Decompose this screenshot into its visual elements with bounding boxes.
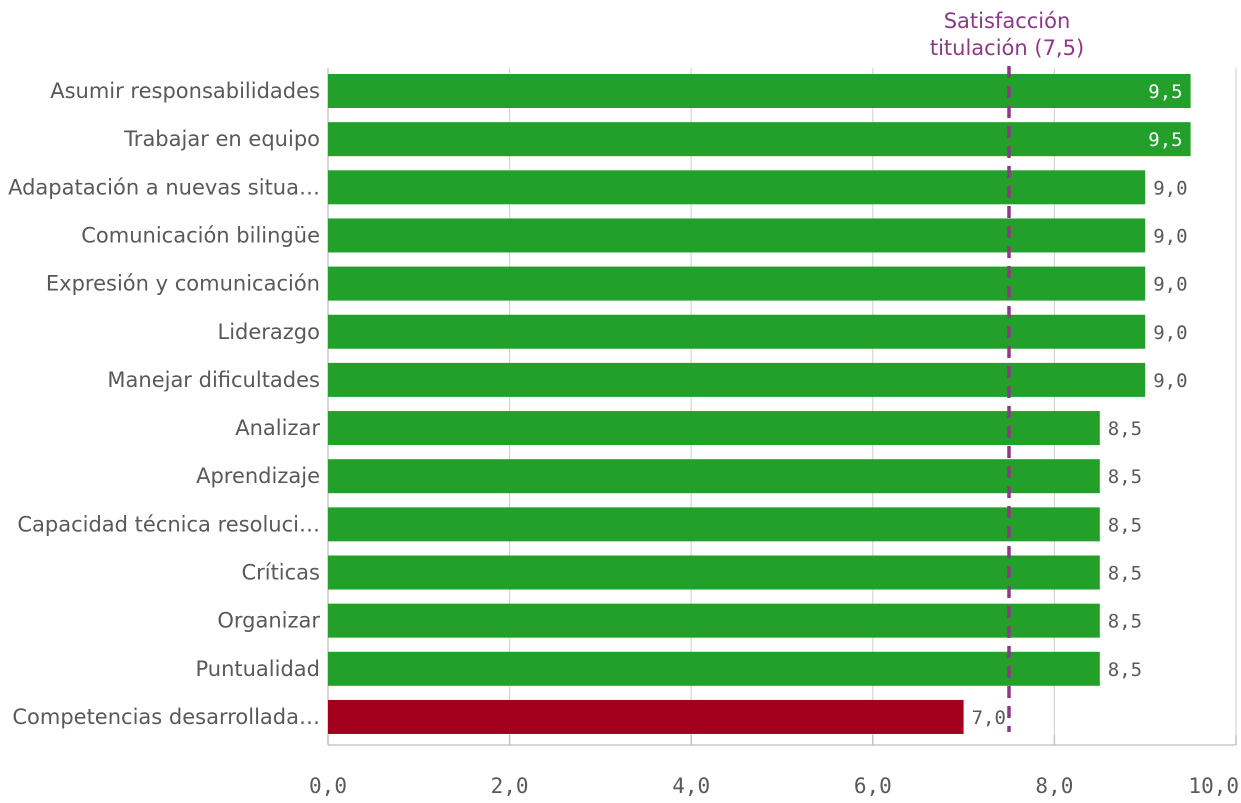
value-label: 9,0 — [1153, 274, 1187, 296]
bar — [328, 170, 1146, 205]
category-label: Asumir responsabilidades — [50, 79, 320, 103]
bar — [328, 411, 1100, 446]
category-label: Analizar — [235, 416, 320, 440]
value-label: 9,0 — [1153, 370, 1187, 392]
value-label: 9,0 — [1153, 177, 1187, 199]
bar — [328, 266, 1146, 301]
category-label: Competencias desarrollada… — [12, 705, 320, 729]
value-label: 9,0 — [1153, 322, 1187, 344]
gridlines — [327, 68, 1237, 746]
x-tick-label: 0,0 — [309, 774, 347, 798]
bar — [328, 651, 1100, 686]
bar — [328, 603, 1100, 638]
bar — [328, 459, 1100, 494]
x-tick-label: 10,0 — [1188, 774, 1239, 798]
bar — [328, 699, 964, 734]
category-label: Capacidad técnica resoluci… — [17, 512, 320, 536]
category-label: Manejar dificultades — [107, 368, 320, 392]
bar — [328, 74, 1191, 108]
bar — [328, 507, 1100, 542]
value-label: 8,5 — [1108, 418, 1142, 440]
x-tick-label: 6,0 — [854, 774, 892, 798]
value-label: 9,5 — [1148, 81, 1182, 103]
category-label: Críticas — [241, 561, 320, 585]
bar — [328, 218, 1146, 253]
reference-line-label: titulación (7,5) — [930, 36, 1084, 60]
x-tick-label: 8,0 — [1035, 774, 1073, 798]
value-label: 8,5 — [1108, 611, 1142, 633]
value-label: 8,5 — [1108, 659, 1142, 681]
value-label: 8,5 — [1108, 563, 1142, 585]
labels: 0,0 2,0 4,0 6,0 8,0 10,0 Asumir responsabilida… — [8, 9, 1239, 798]
category-label: Comunicación bilingüe — [81, 223, 320, 247]
category-label: Expresión y comunicación — [46, 272, 320, 296]
bar — [328, 314, 1146, 349]
bar — [328, 122, 1191, 157]
category-label: Trabajar en equipo — [123, 127, 320, 151]
x-tick-label: 4,0 — [672, 774, 710, 798]
category-label: Liderazgo — [218, 320, 321, 344]
value-label: 9,0 — [1153, 225, 1187, 247]
category-label: Puntualidad — [195, 657, 320, 681]
value-label: 9,5 — [1148, 129, 1182, 151]
value-label: 8,5 — [1108, 514, 1142, 536]
x-tick-label: 2,0 — [491, 774, 529, 798]
bars — [328, 74, 1191, 734]
category-label: Aprendizaje — [196, 464, 320, 488]
reference-line-label: Satisfacción — [944, 9, 1071, 33]
value-label: 7,0 — [972, 707, 1006, 729]
bar — [328, 555, 1100, 590]
category-label: Adapatación a nuevas situa… — [8, 175, 320, 199]
value-label: 8,5 — [1108, 466, 1142, 488]
bar — [328, 362, 1146, 397]
category-label: Organizar — [217, 609, 320, 633]
